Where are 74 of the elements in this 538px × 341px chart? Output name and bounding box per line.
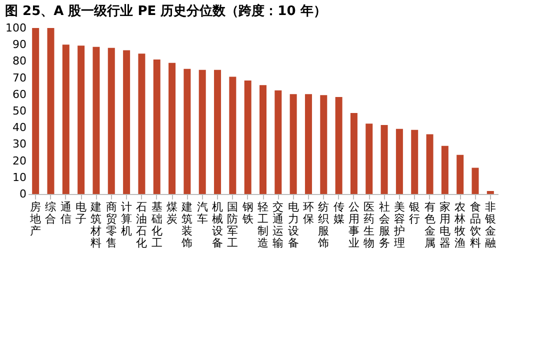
x-tick-label: 轻工制造 [258, 200, 268, 250]
bar [78, 46, 85, 194]
x-tick-label: 医药生物 [364, 200, 375, 250]
x-tick-label: 电力设备 [288, 200, 299, 250]
bar [184, 68, 191, 194]
y-tick-label: 70 [12, 71, 26, 84]
x-tick-label: 社会服务 [378, 200, 390, 250]
chart-title: 图 25、A 股一级行业 PE 历史分位数（跨度：10 年） [5, 3, 326, 19]
y-tick-label: 40 [12, 121, 26, 134]
bar [350, 112, 358, 194]
x-tick-label: 纺织服饰 [317, 200, 330, 250]
y-tick-label: 30 [12, 138, 26, 151]
bar [92, 46, 100, 194]
y-tick-label: 100 [6, 22, 26, 34]
bar [108, 48, 115, 194]
bar [441, 146, 448, 194]
bar [244, 80, 252, 194]
x-tick-label: 国防军工 [227, 200, 238, 250]
bar [456, 154, 464, 194]
x-tick-label: 交通运输 [272, 200, 284, 250]
x-tick-label: 有色金属 [424, 200, 436, 250]
bar [426, 134, 434, 194]
bar [198, 70, 206, 194]
y-tick-label: 50 [12, 104, 26, 118]
bar [153, 60, 160, 194]
bar [335, 97, 342, 194]
bar [366, 124, 373, 194]
x-tick-label: 食品饮料 [468, 200, 481, 250]
x-tick-label: 传媒 [333, 200, 344, 226]
x-tick-label: 计算机 [121, 200, 132, 238]
y-tick-label: 90 [12, 38, 26, 52]
x-tick-label: 石油石化 [136, 200, 148, 250]
x-tick-label: 房地产 [29, 200, 42, 238]
x-tick-label: 环保 [302, 200, 314, 226]
bar [32, 28, 40, 194]
y-tick-label: 0 [20, 188, 26, 200]
bar [47, 28, 54, 194]
x-tick-label: 机械设备 [212, 200, 224, 250]
x-tick-label: 建筑材料 [90, 200, 102, 250]
bar [123, 50, 130, 194]
bar [168, 62, 176, 194]
x-tick-label: 电子 [76, 200, 87, 226]
bar [380, 124, 388, 194]
x-tick-label: 综合 [45, 200, 56, 226]
bar [304, 94, 312, 194]
bar [290, 94, 297, 194]
x-tick-label: 公用事业 [348, 200, 360, 250]
bar [214, 70, 222, 194]
x-tick-label: 美容护理 [392, 200, 405, 250]
x-tick-label: 农林牧渔 [454, 200, 466, 250]
y-tick-label: 80 [12, 54, 26, 68]
x-tick-label: 汽车 [196, 200, 208, 226]
x-tick-label: 钢铁 [241, 200, 254, 226]
x-tick-label: 煤炭 [166, 200, 178, 226]
x-tick-label: 基础化工 [150, 200, 162, 250]
x-tick-label: 银行 [408, 200, 420, 226]
y-tick-label: 60 [12, 88, 26, 101]
bar [62, 44, 70, 194]
bar [320, 95, 328, 194]
x-tick-label: 家用电器 [439, 200, 450, 250]
bar [396, 128, 403, 194]
x-tick-label: 通信 [60, 200, 72, 226]
x-tick-label: 非银金融 [484, 200, 496, 250]
bar [138, 54, 146, 194]
x-tick-label: 商贸零售 [106, 200, 117, 250]
y-tick-label: 20 [12, 154, 26, 168]
bar [486, 191, 494, 194]
bar [472, 168, 479, 194]
bar [260, 85, 266, 194]
y-tick-label: 10 [12, 170, 26, 184]
x-tick-label: 建筑装饰 [180, 200, 193, 250]
bar [274, 90, 282, 194]
bar [411, 130, 418, 194]
bar [229, 76, 236, 194]
